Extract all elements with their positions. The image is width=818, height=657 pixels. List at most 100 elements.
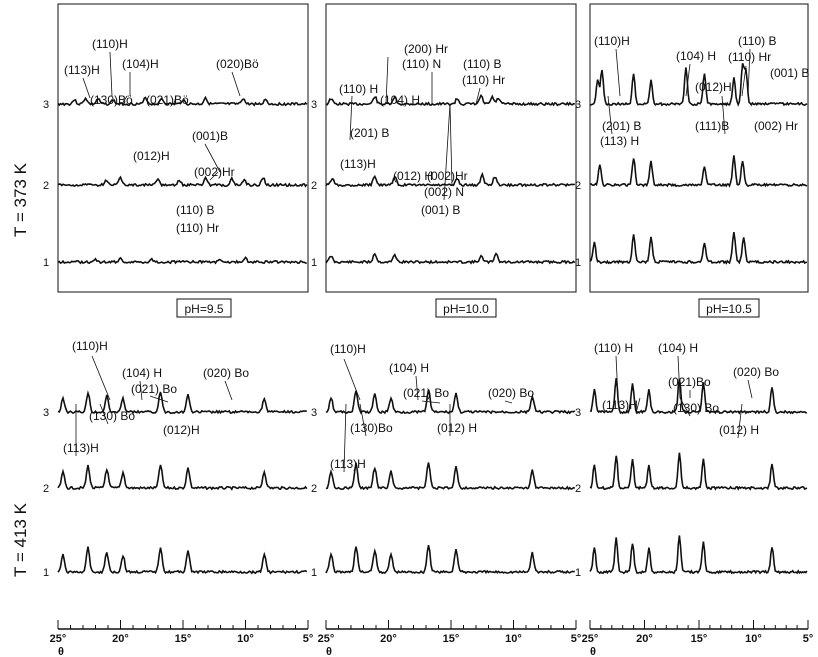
curve-number-3: 3 xyxy=(575,99,581,111)
row-title-bottom: T = 413 K xyxy=(11,502,30,577)
curve-number-1: 1 xyxy=(43,567,49,579)
peak-annotation: (110)H xyxy=(92,37,128,51)
x-tick-label: 20° xyxy=(380,633,397,645)
annotation-leader xyxy=(415,375,419,401)
peak-annotation: (201) B xyxy=(602,119,641,133)
annotation-leader xyxy=(139,380,143,401)
annotation-leader xyxy=(747,48,751,97)
row-title-top: T = 373 K xyxy=(11,162,30,237)
x-tick-label: 25° xyxy=(318,633,335,645)
x-tick-label: 10° xyxy=(505,633,522,645)
x-tick-label: 15° xyxy=(691,633,708,645)
peak-annotation: (001) B xyxy=(770,66,809,80)
curve-number-3: 3 xyxy=(311,407,317,419)
xrd-curve-3 xyxy=(57,95,308,107)
peak-annotation: (110) B xyxy=(176,203,214,217)
curve-number-2: 2 xyxy=(575,483,581,495)
annotation-leader xyxy=(209,171,219,181)
annotation-leader xyxy=(747,379,753,399)
annotation-leader xyxy=(737,403,743,439)
annotation-leader xyxy=(677,355,681,399)
xrd-curve-2 xyxy=(325,462,576,491)
peak-annotation: (130) Bo xyxy=(89,409,135,423)
xrd-curve-2 xyxy=(57,464,308,491)
xrd-curve-1 xyxy=(57,256,307,265)
peak-annotation: (130)Bö xyxy=(90,93,133,107)
annotation-leader xyxy=(82,77,91,99)
curve-number-1: 1 xyxy=(575,257,581,269)
annotation-leader xyxy=(615,48,621,97)
annotation-leader xyxy=(721,95,726,135)
ph-label-3: pH=10.5 xyxy=(706,302,752,316)
x-axis-symbol: θ xyxy=(58,646,64,657)
annotation-leader xyxy=(443,103,451,201)
xrd-curve-1 xyxy=(57,546,308,575)
peak-annotation: (104) H xyxy=(658,341,698,355)
annotation-leader xyxy=(149,395,169,403)
ph-label-2: pH=10.0 xyxy=(443,302,489,316)
peak-annotation: (110) H xyxy=(339,82,378,96)
panel-frame xyxy=(589,3,809,293)
annotation-leader xyxy=(343,403,347,473)
ph-box-2: pH=10.0 xyxy=(435,298,497,318)
curve-number-2: 2 xyxy=(575,180,581,192)
peak-annotation: (104) H xyxy=(380,93,420,107)
peak-annotation: (111)B xyxy=(695,119,729,133)
peak-annotation: (021) Bo xyxy=(403,386,449,400)
peak-annotation: (200) Hr xyxy=(404,42,448,56)
peak-annotation: (012)H xyxy=(133,149,170,163)
peak-annotation: (021)Bö xyxy=(146,93,189,107)
curve-number-1: 1 xyxy=(311,567,317,579)
peak-annotation: (002)Hr xyxy=(194,165,235,179)
curve-number-3: 3 xyxy=(575,407,581,419)
peak-annotation: (113) H xyxy=(600,134,639,148)
panel-5: 25° 20° 15° 10° 5° θ 1 2 3 xyxy=(311,389,581,657)
annotation-leader xyxy=(607,95,613,135)
x-axis-symbol: θ xyxy=(590,646,596,657)
peak-annotation: (110) B xyxy=(463,57,501,71)
annotation-leader xyxy=(449,103,453,187)
peak-annotation: (021) Bo xyxy=(131,382,177,396)
peak-annotation: (020) Bo xyxy=(203,366,249,380)
curve-number-2: 2 xyxy=(311,180,317,192)
panel-2: 1 2 3 xyxy=(311,3,577,293)
curve-number-2: 2 xyxy=(311,483,317,495)
xrd-curve-2 xyxy=(589,155,808,188)
ph-box-3: pH=10.5 xyxy=(698,298,760,318)
annotation-leader xyxy=(475,87,481,105)
x-tick-label: 5° xyxy=(303,633,314,645)
peak-annotation: (113)H xyxy=(340,157,376,171)
annotation-leader xyxy=(359,403,367,437)
x-axis-symbol: θ xyxy=(326,646,332,657)
annotation-leader xyxy=(685,63,691,97)
peak-annotation: (110)H xyxy=(594,34,630,48)
curve-number-1: 1 xyxy=(43,257,49,269)
curve-number-1: 1 xyxy=(575,567,581,579)
ph-box-1: pH=9.5 xyxy=(176,298,232,318)
annotation-leader xyxy=(173,95,177,105)
xrd-curve-2 xyxy=(57,175,308,188)
x-tick-label: 5° xyxy=(803,633,814,645)
xrd-curve-3 xyxy=(589,378,807,415)
peak-annotation: (113)H xyxy=(63,441,99,455)
xrd-curve-1 xyxy=(325,252,576,265)
xrd-curve-1 xyxy=(589,231,808,265)
peak-annotation: (104) H xyxy=(389,361,429,375)
peak-annotation: (110) H xyxy=(594,341,633,355)
curve-number-3: 3 xyxy=(43,407,49,419)
x-tick-label: 10° xyxy=(745,633,762,645)
annotation-leader xyxy=(91,355,111,401)
curve-number-3: 3 xyxy=(311,99,317,111)
annotation-leader xyxy=(231,71,241,97)
x-tick-label: 15° xyxy=(175,633,192,645)
peak-annotation: (104) H xyxy=(676,49,716,63)
peak-annotation: (001)B xyxy=(192,129,228,143)
annotation-leader xyxy=(635,397,641,414)
peak-annotation: (110) Hr xyxy=(462,73,505,87)
peak-annotation: (113)H xyxy=(330,457,366,471)
annotation-leader xyxy=(343,358,361,401)
peak-annotation: (110) N xyxy=(402,57,441,71)
xrd-curve-1 xyxy=(325,545,575,575)
annotation-leader xyxy=(679,397,691,417)
